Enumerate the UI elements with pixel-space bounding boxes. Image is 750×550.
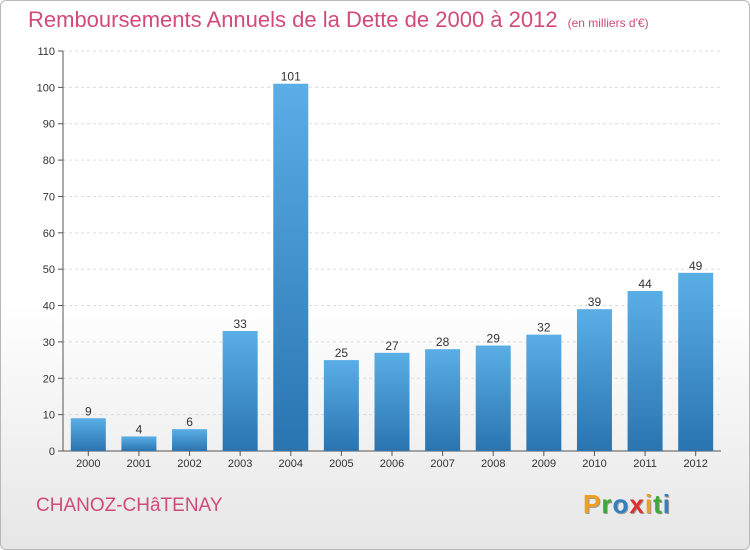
data-label: 29	[487, 332, 501, 346]
x-tick-label: 2003	[228, 458, 252, 470]
x-tick-label: 2008	[481, 458, 505, 470]
logo-letter: x	[629, 489, 645, 519]
bar	[425, 349, 461, 451]
data-label: 28	[436, 335, 450, 349]
bar	[273, 83, 309, 452]
y-tick-label: 110	[37, 46, 55, 58]
y-tick-label: 10	[43, 410, 55, 422]
logo-letter: r	[601, 489, 613, 519]
x-tick-label: 2010	[582, 458, 606, 470]
proxiti-logo: Proxiti	[583, 489, 671, 520]
bar	[576, 309, 612, 451]
data-label: 32	[537, 321, 551, 335]
data-label: 101	[281, 70, 301, 84]
bar	[374, 352, 410, 451]
logo-letter: P	[583, 489, 602, 519]
data-label: 49	[689, 259, 703, 273]
bar	[172, 429, 208, 451]
y-tick-label: 90	[43, 119, 55, 131]
x-tick-label: 2009	[532, 458, 556, 470]
x-tick-label: 2005	[329, 458, 353, 470]
bar	[222, 331, 258, 451]
chart-title: Remboursements Annuels de la Dette de 20…	[28, 7, 649, 33]
logo-letter: o	[612, 489, 630, 519]
x-tick-label: 2012	[683, 458, 707, 470]
data-label: 25	[335, 346, 349, 360]
data-label: 44	[638, 277, 652, 291]
data-label: 4	[136, 422, 143, 436]
bar	[678, 272, 714, 451]
data-label: 33	[233, 317, 247, 331]
y-tick-label: 70	[43, 191, 55, 203]
bar	[121, 436, 157, 451]
x-tick-label: 2004	[279, 458, 303, 470]
x-tick-label: 2000	[76, 458, 100, 470]
chart-title-unit: (en milliers d'€)	[567, 16, 649, 30]
data-label: 39	[588, 295, 602, 309]
data-label: 6	[186, 415, 193, 429]
y-tick-label: 100	[37, 82, 55, 94]
y-tick-label: 40	[43, 301, 55, 313]
location-name: CHANOZ-CHâTENAY	[36, 495, 223, 516]
chart-title-main: Remboursements Annuels de la Dette de 20…	[28, 7, 558, 32]
x-tick-label: 2006	[380, 458, 404, 470]
y-tick-label: 80	[43, 155, 55, 167]
y-tick-label: 30	[43, 337, 55, 349]
bar	[70, 418, 106, 451]
x-tick-label: 2007	[430, 458, 454, 470]
logo-letter: i	[644, 489, 654, 519]
bars	[70, 83, 714, 452]
x-tick-label: 2001	[127, 458, 151, 470]
y-tick-label: 50	[43, 264, 55, 276]
x-tick-label: 2002	[177, 458, 201, 470]
bar	[475, 345, 511, 451]
data-label: 9	[85, 404, 92, 418]
labels: 0 10 20 30 40 50 60 70 80 90 100 110 2000 9 2001 4 2002 6…	[37, 46, 708, 470]
bar	[323, 360, 359, 451]
data-label: 27	[385, 339, 399, 353]
bar	[627, 291, 663, 451]
logo-letter: t	[653, 489, 663, 519]
logo-letter: i	[662, 489, 671, 519]
y-tick-label: 20	[43, 373, 55, 385]
y-tick-label: 0	[49, 446, 55, 458]
y-tick-label: 60	[43, 228, 55, 240]
bar	[526, 334, 562, 451]
x-tick-label: 2011	[633, 458, 657, 470]
